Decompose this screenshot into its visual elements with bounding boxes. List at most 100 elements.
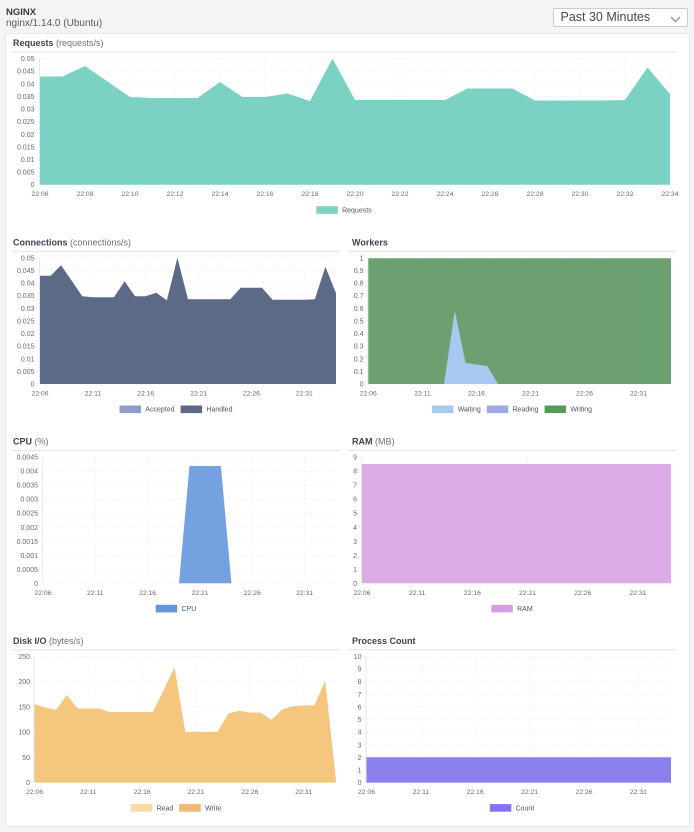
svg-text:100: 100 (18, 730, 30, 737)
svg-text:7: 7 (358, 692, 362, 699)
svg-text:22:21: 22:21 (190, 391, 207, 398)
svg-text:0.0025: 0.0025 (17, 511, 39, 518)
svg-text:22:06: 22:06 (34, 590, 51, 597)
svg-text:0.02: 0.02 (21, 331, 35, 338)
svg-text:22:31: 22:31 (296, 590, 313, 597)
svg-text:0.045: 0.045 (17, 69, 35, 76)
svg-text:0: 0 (360, 382, 364, 389)
svg-text:22:20: 22:20 (346, 191, 363, 198)
svg-text:200: 200 (18, 679, 30, 686)
svg-text:Accepted: Accepted (145, 407, 174, 414)
svg-text:3: 3 (358, 742, 362, 749)
svg-text:22:26: 22:26 (241, 789, 258, 796)
svg-text:250: 250 (18, 654, 30, 661)
svg-text:0.0015: 0.0015 (17, 539, 39, 546)
svg-text:0.03: 0.03 (21, 107, 35, 114)
svg-text:22:26: 22:26 (574, 590, 591, 597)
svg-text:0.045: 0.045 (17, 268, 35, 275)
svg-text:22:21: 22:21 (521, 789, 538, 796)
svg-text:0.02: 0.02 (21, 132, 35, 139)
svg-text:Write: Write (205, 805, 221, 812)
svg-text:150: 150 (18, 704, 30, 711)
svg-text:22:06: 22:06 (358, 789, 375, 796)
svg-text:0.0035: 0.0035 (17, 483, 39, 490)
svg-text:22:30: 22:30 (571, 191, 588, 198)
svg-text:22:18: 22:18 (301, 191, 318, 198)
svg-text:7: 7 (353, 483, 357, 490)
svg-text:2: 2 (353, 553, 357, 560)
svg-text:22:26: 22:26 (576, 391, 593, 398)
svg-text:Writing: Writing (570, 407, 592, 414)
svg-text:Count: Count (516, 805, 535, 812)
svg-text:22:26: 22:26 (243, 391, 260, 398)
svg-text:0.1: 0.1 (354, 369, 364, 376)
svg-text:0.3: 0.3 (354, 344, 364, 351)
svg-text:22:16: 22:16 (256, 191, 273, 198)
svg-text:0.05: 0.05 (21, 255, 35, 262)
svg-text:0.4: 0.4 (354, 331, 364, 338)
svg-text:0.5: 0.5 (354, 318, 364, 325)
svg-text:5: 5 (358, 717, 362, 724)
svg-text:8: 8 (353, 469, 357, 476)
svg-text:CPU: CPU (182, 606, 197, 613)
svg-text:0.015: 0.015 (17, 144, 35, 151)
svg-text:0.8: 0.8 (354, 281, 364, 288)
svg-text:22:28: 22:28 (526, 191, 543, 198)
svg-text:22:16: 22:16 (464, 590, 481, 597)
svg-text:0.015: 0.015 (17, 344, 35, 351)
svg-text:Read: Read (157, 805, 174, 812)
svg-text:22:34: 22:34 (661, 191, 678, 198)
svg-text:22:31: 22:31 (629, 590, 646, 597)
svg-text:22:11: 22:11 (85, 391, 102, 398)
svg-text:0.004: 0.004 (20, 469, 38, 476)
svg-text:22:10: 22:10 (121, 191, 138, 198)
svg-text:0: 0 (353, 581, 357, 588)
svg-text:22:12: 22:12 (166, 191, 183, 198)
svg-text:9: 9 (358, 667, 362, 674)
svg-text:0.2: 0.2 (354, 356, 364, 363)
svg-text:0.0045: 0.0045 (17, 455, 39, 462)
svg-text:22:08: 22:08 (76, 191, 93, 198)
svg-text:Handled: Handled (206, 407, 232, 414)
svg-text:22:06: 22:06 (31, 391, 48, 398)
svg-text:22:31: 22:31 (630, 789, 647, 796)
svg-text:0.6: 0.6 (354, 306, 364, 313)
svg-text:2: 2 (358, 755, 362, 762)
svg-text:0: 0 (358, 780, 362, 787)
svg-text:Connections (connections/s): Connections (connections/s) (13, 237, 131, 247)
svg-text:0.025: 0.025 (17, 318, 35, 325)
svg-text:22:26: 22:26 (575, 789, 592, 796)
svg-text:22:11: 22:11 (414, 391, 431, 398)
svg-text:Requests: Requests (342, 207, 372, 214)
svg-text:0.05: 0.05 (21, 56, 35, 63)
svg-text:22:14: 22:14 (211, 191, 228, 198)
svg-text:0: 0 (34, 581, 38, 588)
svg-text:22:06: 22:06 (353, 590, 370, 597)
svg-text:0.04: 0.04 (21, 281, 35, 288)
svg-text:Requests (requests/s): Requests (requests/s) (13, 38, 104, 48)
svg-text:22:21: 22:21 (519, 590, 536, 597)
svg-text:4: 4 (358, 730, 362, 737)
svg-text:3: 3 (353, 539, 357, 546)
svg-text:22:11: 22:11 (409, 590, 426, 597)
svg-text:22:16: 22:16 (134, 789, 151, 796)
svg-text:22:26: 22:26 (244, 590, 261, 597)
svg-text:4: 4 (353, 525, 357, 532)
svg-text:0.003: 0.003 (20, 497, 38, 504)
svg-text:22:31: 22:31 (295, 789, 312, 796)
svg-text:1: 1 (353, 567, 357, 574)
svg-text:22:31: 22:31 (296, 391, 313, 398)
svg-text:CPU (%): CPU (%) (13, 437, 49, 447)
svg-text:0.005: 0.005 (17, 369, 35, 376)
svg-text:0.035: 0.035 (17, 94, 35, 101)
svg-text:22:16: 22:16 (137, 391, 154, 398)
svg-text:Workers: Workers (352, 237, 388, 247)
svg-text:0.7: 0.7 (354, 293, 364, 300)
svg-text:1: 1 (360, 255, 364, 262)
svg-text:50: 50 (22, 755, 30, 762)
svg-text:10: 10 (354, 654, 362, 661)
svg-text:22:21: 22:21 (522, 391, 539, 398)
svg-text:22:06: 22:06 (360, 391, 377, 398)
svg-text:22:22: 22:22 (391, 191, 408, 198)
svg-text:22:06: 22:06 (26, 789, 43, 796)
